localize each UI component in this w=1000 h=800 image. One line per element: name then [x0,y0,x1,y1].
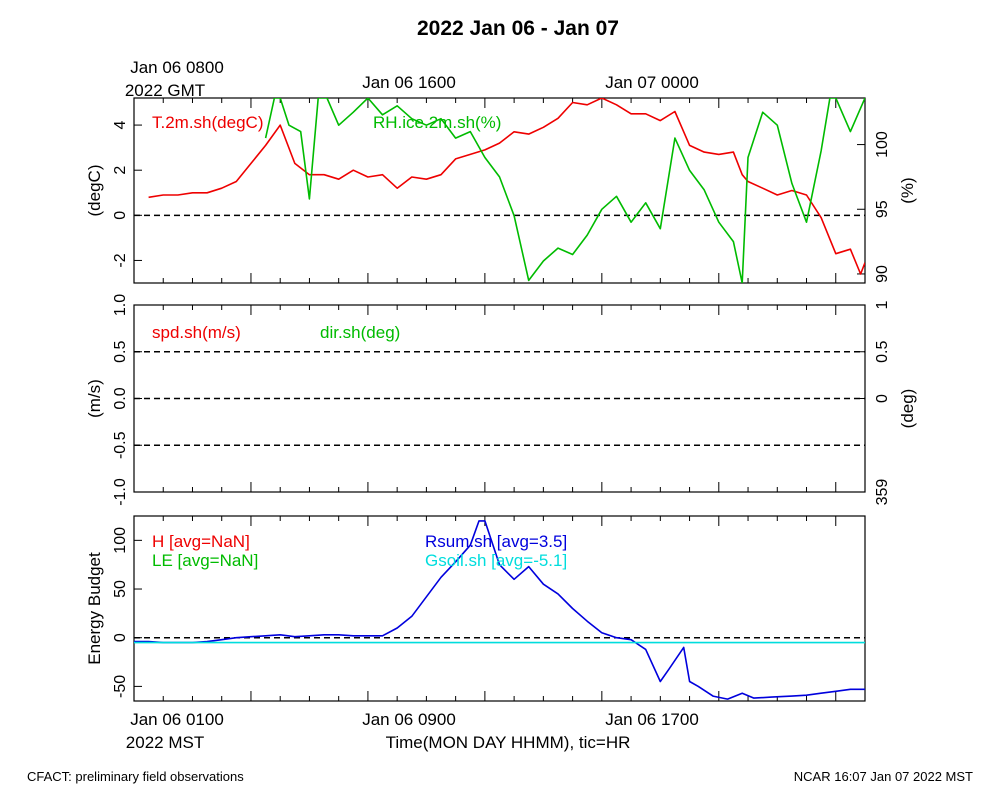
y2-tick-label: 0 [874,394,891,403]
y-axis-label: (degC) [85,165,104,217]
mst-label-first: Jan 06 0100 [130,710,224,729]
y-tick-label: -1.0 [112,478,129,506]
series-line [134,520,865,700]
y-axis-label: Energy Budget [85,552,104,665]
y-tick-label: 4 [112,121,129,130]
mst-label-first-line2: 2022 MST [126,733,204,752]
gmt-label-first-line1: Jan 06 0800 [130,58,224,77]
mst-label-third: Jan 06 1700 [605,710,699,729]
y-tick-label: -0.5 [112,431,129,459]
legend-gsoil: Gsoil.sh [avg=-5.1] [425,551,567,570]
legend-wind-speed: spd.sh(m/s) [152,323,241,342]
y-tick-label: 0.5 [112,341,129,363]
y2-axis-label: (deg) [898,389,917,429]
series-group [148,98,865,283]
plot-frame [133,97,866,284]
series-line [264,98,865,283]
y-tick-label: -50 [112,675,129,698]
gmt-label-first-line2: 2022 GMT [125,81,205,100]
y2-tick-label: 95 [874,200,891,218]
legend-rsum: Rsum.sh [avg=3.5] [425,532,567,551]
series-line [148,98,865,275]
y-tick-label: 0.0 [112,387,129,409]
y-tick-label: -2 [112,253,129,267]
gmt-label-third: Jan 07 0000 [605,73,699,92]
y-axis-label: (m/s) [85,379,104,418]
wind-panel: -1.0 -0.5 0.0 0.5 1.0 (m/s) 1 0.5 0 359 (deg) spd.s… [85,294,917,506]
series-group [134,520,865,700]
footer-left: CFACT: preliminary field observations [27,769,244,784]
y-tick-label: 0 [112,211,129,220]
legend-wind-direction: dir.sh(deg) [320,323,400,342]
y-tick-label: 2 [112,166,129,175]
y2-tick-label: 359 [874,479,891,506]
y2-tick-label: 0.5 [874,341,891,363]
footer-right: NCAR 16:07 Jan 07 2022 MST [794,769,973,784]
mst-label-second: Jan 06 0900 [362,710,456,729]
y-tick-label: 0 [112,633,129,642]
legend-sensible-heat: H [avg=NaN] [152,532,250,551]
y-tick-label: 100 [112,527,129,554]
y2-tick-label: 90 [874,265,891,283]
y2-tick-label: 100 [874,131,891,158]
legend-latent-heat: LE [avg=NaN] [152,551,258,570]
y-tick-label: 50 [112,580,129,598]
legend-humidity: RH.ice.2m.sh(%) [373,113,501,132]
gmt-label-second: Jan 06 1600 [362,73,456,92]
y2-axis-label: (%) [898,177,917,203]
temperature-humidity-panel: -2 0 2 4 (degC) 90 95 100 (%) T.2m.sh(degC) RH.ice… [85,97,917,284]
y2-tick-label: 1 [874,300,891,309]
plot-frame [133,515,866,702]
x-axis-label: Time(MON DAY HHMM), tic=HR [386,733,631,752]
legend-temperature: T.2m.sh(degC) [152,113,263,132]
figure-title: 2022 Jan 06 - Jan 07 [417,17,619,40]
y-tick-label: 1.0 [112,294,129,316]
energy-budget-panel: -50 0 50 100 Energy Budget H [avg=NaN]LE [avg… [85,515,866,702]
